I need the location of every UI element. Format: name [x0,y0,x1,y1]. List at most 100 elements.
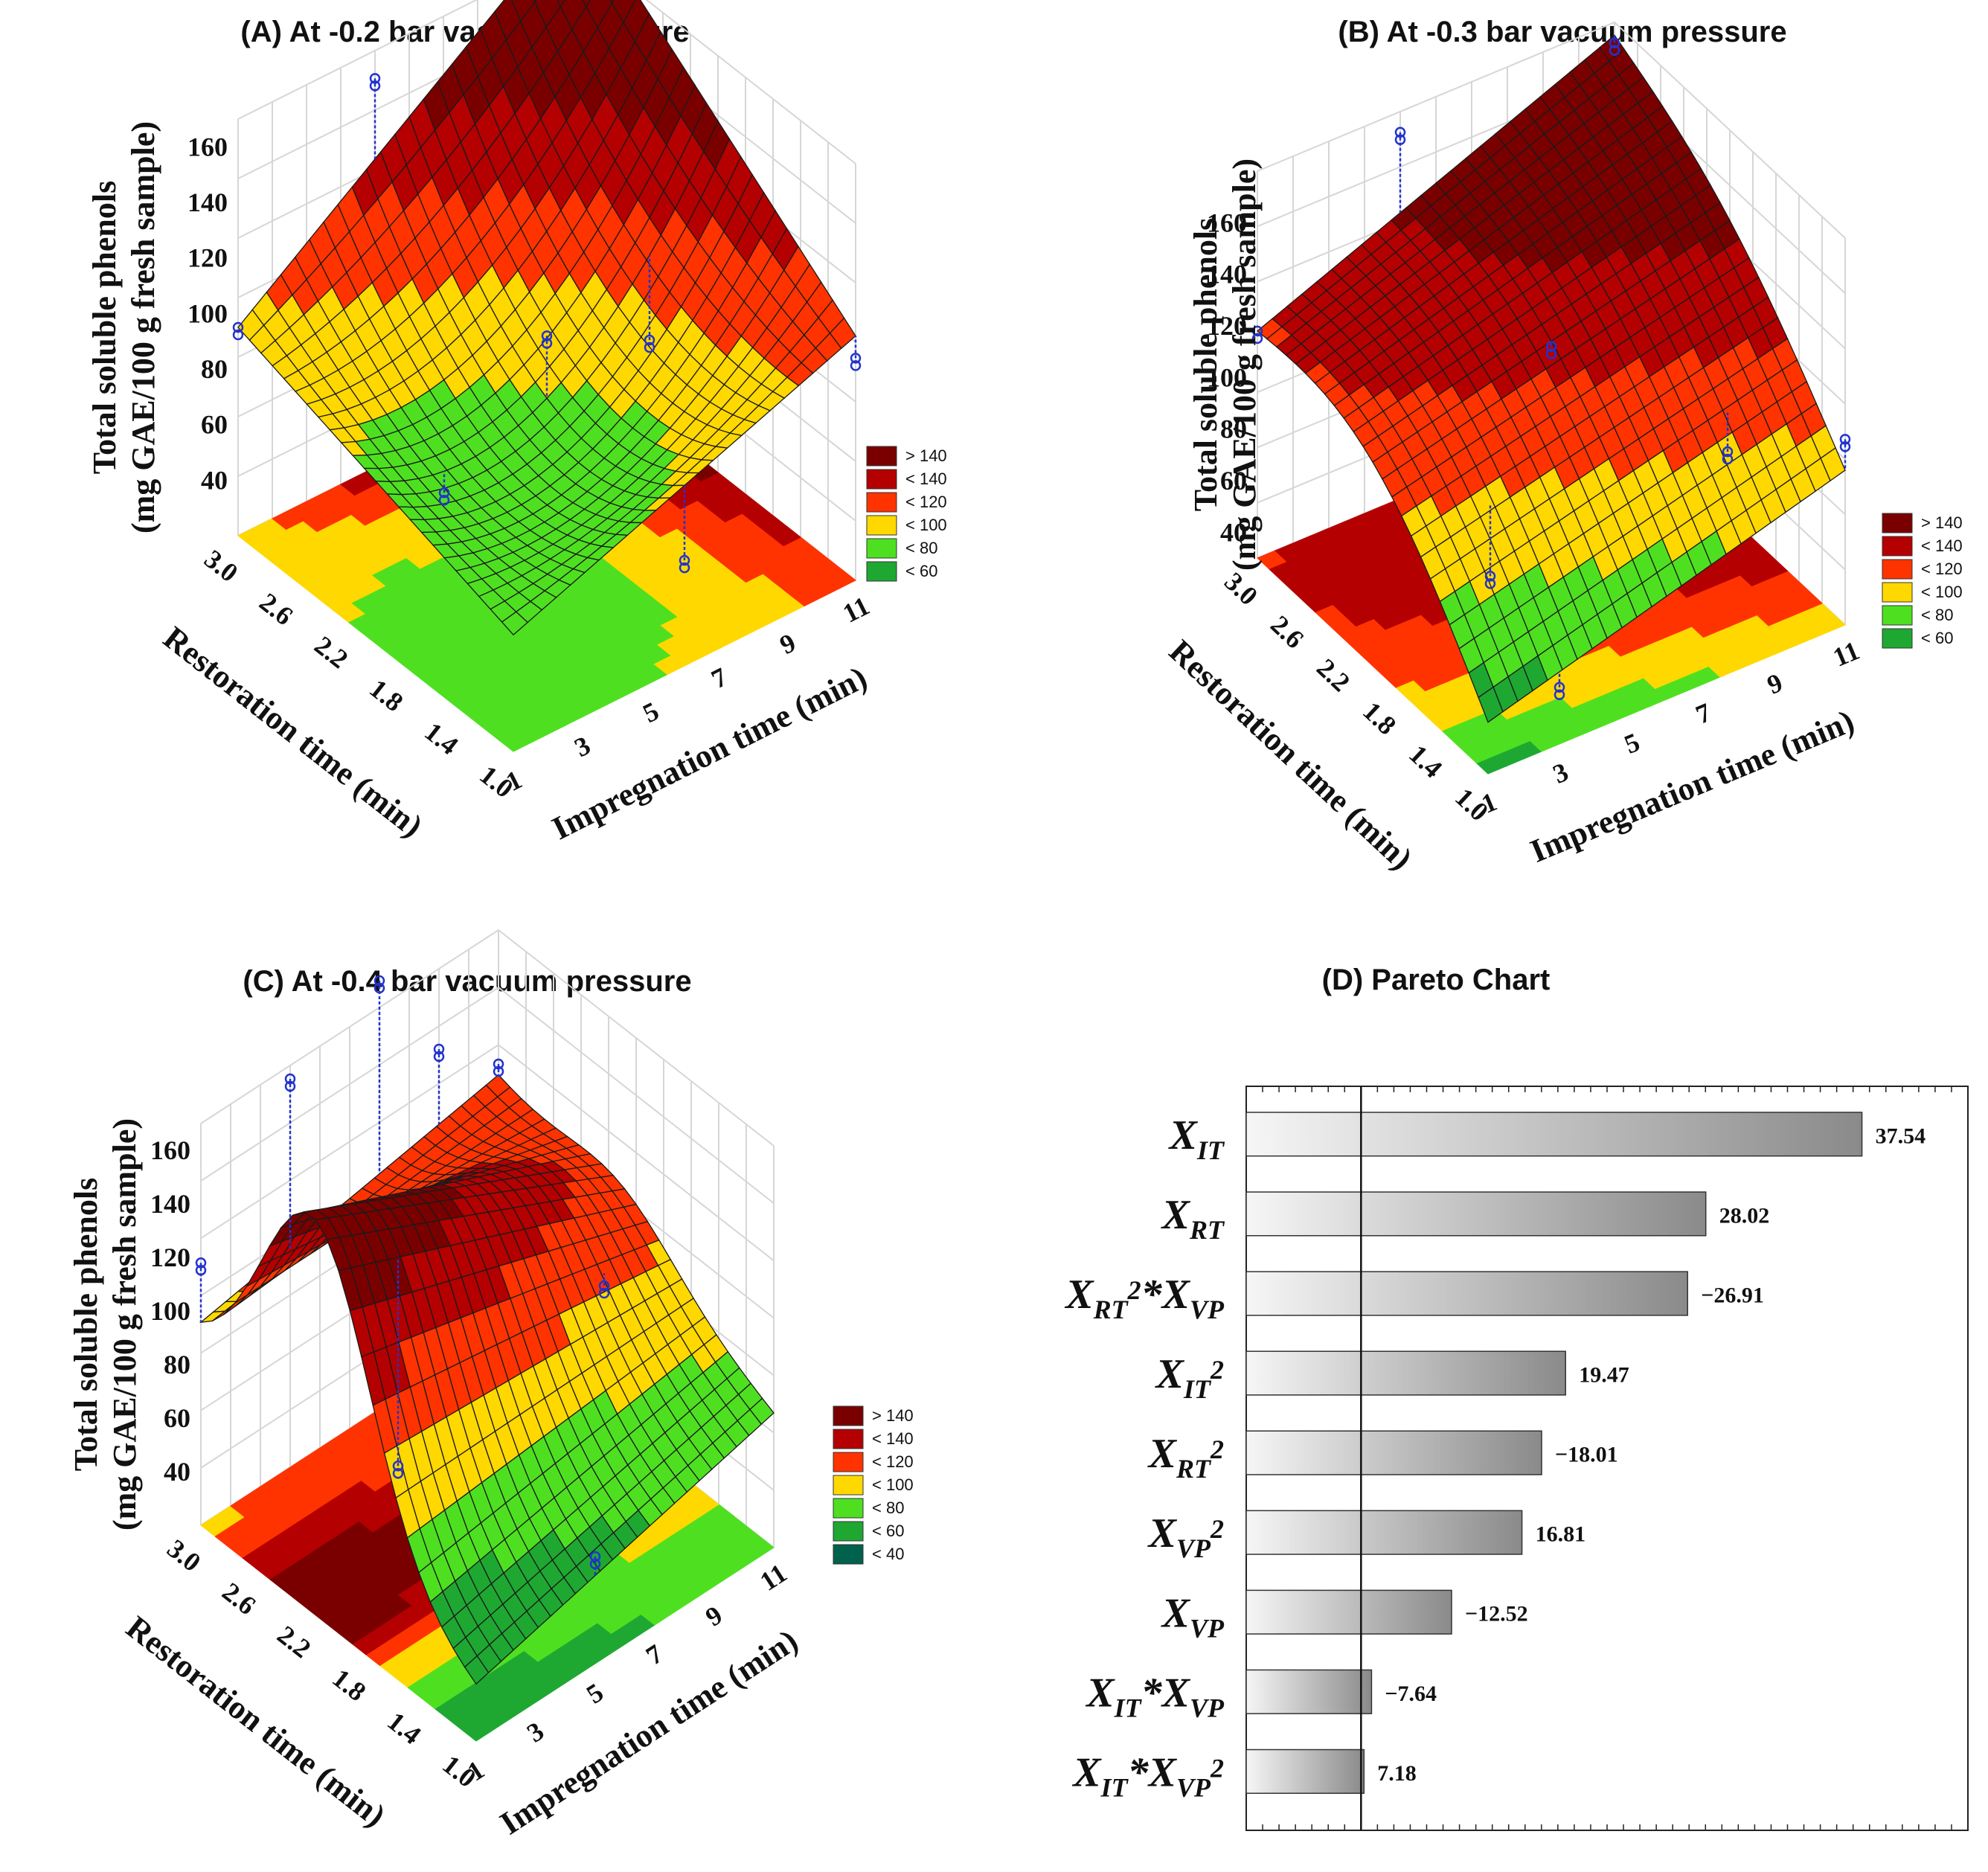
response-surface [199,1074,775,1685]
x-tick-label: 3 [522,1716,549,1748]
x-tick-label: 5 [581,1677,609,1709]
label-part: X [1155,1351,1185,1397]
legend-label: > 140 [905,446,947,465]
response-surface [1256,34,1846,723]
label-part: X [1161,1590,1191,1636]
surface-cell [1478,686,1504,723]
pareto-bar [1245,1430,1542,1475]
y-tick-label: 2.2 [1311,653,1356,697]
pareto-bar [1245,1271,1688,1316]
data-point [1609,37,1620,48]
pareto-bar [1245,1669,1373,1714]
legend-swatch [1882,536,1913,557]
data-point [284,1073,296,1085]
z-tick-label: 120 [150,1243,190,1272]
z-tick-label: 140 [1207,260,1247,289]
label-part: RT [1189,1215,1225,1245]
y-tick-label: 2.2 [309,630,353,674]
z-axis-title-line1: Total soluble phenols [86,181,123,475]
observed-points [232,73,862,574]
label-part: 2 [1127,1275,1141,1305]
legend-swatch [866,469,897,490]
legend-label: < 80 [872,1498,904,1517]
data-point [392,1467,404,1479]
legend-swatch [866,561,897,582]
z-tick-label: 160 [150,1135,190,1165]
x-tick-label: 7 [641,1638,668,1670]
bar-category-label: XIT2 [1155,1351,1224,1404]
x-tick-label: 9 [1763,667,1786,700]
data-point [1839,434,1851,445]
x-tick-label: 3 [570,730,595,763]
legend-swatch [866,446,897,467]
z-tick-label: 120 [1207,311,1247,341]
z-tick-label: 80 [201,354,228,384]
label-part: VP [1176,1772,1211,1802]
legend-swatch [1882,605,1913,626]
label-part: X [1147,1510,1178,1557]
panel-d-title: (D) Pareto Chart [1322,964,1551,996]
data-point [589,1551,601,1562]
y-tick-label: 2.2 [272,1620,316,1664]
legend-swatch [833,1521,864,1542]
bar-category-label: XRT2*XVP [1064,1272,1225,1324]
observed-points [195,975,610,1576]
data-point [1722,453,1734,465]
data-point [1553,682,1565,693]
label-part: RT [1176,1454,1212,1484]
legend-label: < 80 [1921,606,1953,624]
legend-label: < 80 [905,539,937,557]
legend-swatch [1882,513,1913,533]
legend-label: < 140 [872,1429,914,1448]
z-tick-label: 60 [164,1403,190,1433]
label-part: IT [1114,1693,1143,1722]
data-point [850,353,862,364]
data-point [598,1280,610,1292]
bar-value-label: 28.02 [1719,1203,1770,1228]
z-tick-label: 60 [1220,466,1247,496]
bar-category-label: XVP2 [1147,1510,1224,1563]
z-axis-title-line2: (mg GAE/100 g fresh sample) [1226,158,1263,571]
data-point [679,554,690,566]
pareto-bar [1245,1510,1523,1555]
wall-gridline [200,1044,775,1262]
label-part: IT [1183,1374,1212,1404]
panel-c-title: (C) At -0.4 bar vacuum pressure [243,965,691,998]
label-part: VP [1190,1295,1225,1324]
bar-value-label: −18.01 [1555,1443,1618,1467]
bar-category-label: XIT*XVP2 [1071,1749,1224,1802]
pareto-chart: 37.54XIT28.02XRT−26.91XRT2*XVP19.47XIT2−… [1064,1086,1969,1831]
data-point [493,1065,504,1077]
label-part: X [1161,1192,1191,1238]
z-axis-title-line1: Total soluble phenols [1187,218,1224,512]
legend-swatch [833,1405,864,1426]
label-part: *X [1128,1749,1178,1795]
bar-category-label: XRT2 [1147,1431,1224,1484]
surface-cell [501,611,529,636]
legend: > 140 < 140 < 120 < 100 < 80 < 60 < 40 [833,1405,914,1565]
bar-category-label: XVP [1161,1590,1225,1643]
label-part: VP [1176,1533,1211,1563]
bar-value-label: 16.81 [1536,1522,1586,1547]
data-point [1251,333,1263,344]
label-part: *X [1141,1272,1191,1318]
y-tick-label: 2.6 [217,1577,261,1621]
label-part: VP [1190,1693,1225,1722]
legend-label: > 140 [872,1406,914,1425]
label-part: X [1064,1272,1094,1318]
data-point [644,342,655,353]
legend-label: > 140 [1921,513,1963,532]
y-tick-label: 3.0 [161,1533,206,1577]
wall-gridline [237,0,856,164]
label-part: X [1085,1670,1115,1716]
x-tick-label: 5 [638,696,664,728]
z-tick-label: 100 [150,1296,190,1326]
y-tick-label: 1.8 [364,673,408,717]
observed-points [1251,35,1851,700]
legend-label: < 60 [1921,629,1953,647]
label-part: X [1168,1112,1199,1158]
y-tick-label: 1.8 [327,1663,371,1707]
